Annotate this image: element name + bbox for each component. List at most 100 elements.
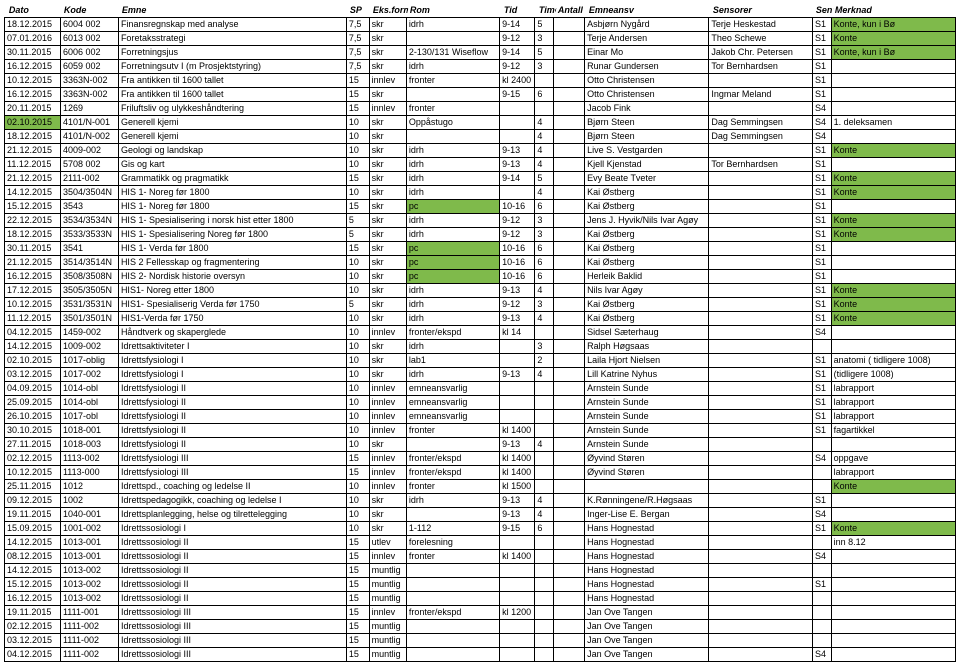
table-row: 30.11.20156006 002Forretningsjus7,5skr2-… bbox=[5, 46, 956, 60]
cell: 1018-003 bbox=[60, 438, 118, 452]
cell: Foretaksstrategi bbox=[118, 32, 346, 46]
cell: 3 bbox=[535, 298, 554, 312]
cell: 4 bbox=[535, 284, 554, 298]
cell bbox=[535, 480, 554, 494]
cell bbox=[535, 564, 554, 578]
cell: 1018-001 bbox=[60, 424, 118, 438]
cell: 25.11.2015 bbox=[5, 480, 61, 494]
cell bbox=[554, 452, 585, 466]
cell bbox=[500, 592, 535, 606]
cell: fagartikkel bbox=[831, 424, 955, 438]
cell: Idrettssosiologi II bbox=[118, 550, 346, 564]
cell: 19.11.2015 bbox=[5, 508, 61, 522]
cell: Kai Østberg bbox=[585, 186, 709, 200]
table-row: 21.12.20153514/3514NHIS 2 Fellesskap og … bbox=[5, 256, 956, 270]
cell: 9-13 bbox=[500, 508, 535, 522]
table-row: 14.12.20153504/3504NHIS 1- Noreg før 180… bbox=[5, 186, 956, 200]
cell: 9-15 bbox=[500, 522, 535, 536]
cell: 15 bbox=[346, 466, 369, 480]
table-row: 27.11.20151018-003Idrettsfysiologi II10s… bbox=[5, 438, 956, 452]
cell bbox=[709, 648, 813, 662]
cell: 26.10.2015 bbox=[5, 410, 61, 424]
table-row: 30.10.20151018-001Idrettsfysiologi II10i… bbox=[5, 424, 956, 438]
cell: labrapport bbox=[831, 466, 955, 480]
cell bbox=[554, 424, 585, 438]
cell: 7,5 bbox=[346, 32, 369, 46]
cell: 10 bbox=[346, 410, 369, 424]
cell: Kai Østberg bbox=[585, 312, 709, 326]
cell: HIS 1- Verda før 1800 bbox=[118, 242, 346, 256]
cell: labrapport bbox=[831, 382, 955, 396]
cell: Hans Hognestad bbox=[585, 550, 709, 564]
cell: 6 bbox=[535, 242, 554, 256]
cell: Idrettspedagogikk, coaching og ledelse I bbox=[118, 494, 346, 508]
cell: Konte bbox=[831, 186, 955, 200]
cell bbox=[554, 18, 585, 32]
cell: 1113-000 bbox=[60, 466, 118, 480]
cell: 4 bbox=[535, 508, 554, 522]
cell: 7,5 bbox=[346, 46, 369, 60]
cell: 2 bbox=[535, 354, 554, 368]
cell: 6 bbox=[535, 522, 554, 536]
cell: skr bbox=[369, 32, 406, 46]
cell: kl 1400 bbox=[500, 466, 535, 480]
cell bbox=[554, 368, 585, 382]
table-row: 07.01.20166013 002Foretaksstrategi7,5skr… bbox=[5, 32, 956, 46]
cell: fronter/ekspd bbox=[406, 452, 499, 466]
cell bbox=[406, 634, 499, 648]
cell bbox=[535, 466, 554, 480]
cell bbox=[554, 480, 585, 494]
cell bbox=[831, 242, 955, 256]
cell bbox=[535, 578, 554, 592]
cell: 10 bbox=[346, 270, 369, 284]
cell: 3 bbox=[535, 214, 554, 228]
cell bbox=[554, 648, 585, 662]
cell: Generell kjemi bbox=[118, 130, 346, 144]
cell bbox=[406, 592, 499, 606]
cell: Gis og kart bbox=[118, 158, 346, 172]
cell bbox=[831, 102, 955, 116]
cell: 16.12.2015 bbox=[5, 592, 61, 606]
cell bbox=[709, 606, 813, 620]
cell: Jens J. Hyvik/Nils Ivar Agøy bbox=[585, 214, 709, 228]
cell: 1111-002 bbox=[60, 634, 118, 648]
cell bbox=[709, 550, 813, 564]
cell: 04.09.2015 bbox=[5, 382, 61, 396]
cell: Idrettsfysiologi II bbox=[118, 382, 346, 396]
cell: Jan Ove Tangen bbox=[585, 606, 709, 620]
cell: 15 bbox=[346, 578, 369, 592]
cell: Einar Mo bbox=[585, 46, 709, 60]
cell bbox=[500, 578, 535, 592]
cell: 7,5 bbox=[346, 60, 369, 74]
cell: 6059 002 bbox=[60, 60, 118, 74]
cell: Idrettsfysiologi III bbox=[118, 452, 346, 466]
cell: Arnstein Sunde bbox=[585, 410, 709, 424]
cell bbox=[500, 396, 535, 410]
cell: Sidsel Sæterhaug bbox=[585, 326, 709, 340]
cell bbox=[554, 270, 585, 284]
cell: Fra antikken til 1600 tallet bbox=[118, 88, 346, 102]
cell: 1014-obl bbox=[60, 382, 118, 396]
cell: skr bbox=[369, 368, 406, 382]
cell bbox=[812, 438, 831, 452]
cell: S1 bbox=[812, 410, 831, 424]
cell: 10 bbox=[346, 382, 369, 396]
cell: forelesning bbox=[406, 536, 499, 550]
cell: 10 bbox=[346, 312, 369, 326]
cell: 3 bbox=[535, 60, 554, 74]
cell: fronter bbox=[406, 480, 499, 494]
cell: fronter/ekspd bbox=[406, 606, 499, 620]
cell bbox=[831, 606, 955, 620]
cell bbox=[831, 550, 955, 564]
cell: 21.12.2015 bbox=[5, 172, 61, 186]
cell bbox=[812, 620, 831, 634]
cell bbox=[554, 242, 585, 256]
cell bbox=[554, 634, 585, 648]
cell bbox=[709, 452, 813, 466]
cell: 4009-002 bbox=[60, 144, 118, 158]
cell: 02.12.2015 bbox=[5, 452, 61, 466]
cell: 3531/3531N bbox=[60, 298, 118, 312]
cell: HIS1-Verda før 1750 bbox=[118, 312, 346, 326]
cell bbox=[554, 564, 585, 578]
cell: fronter/ekspd bbox=[406, 326, 499, 340]
